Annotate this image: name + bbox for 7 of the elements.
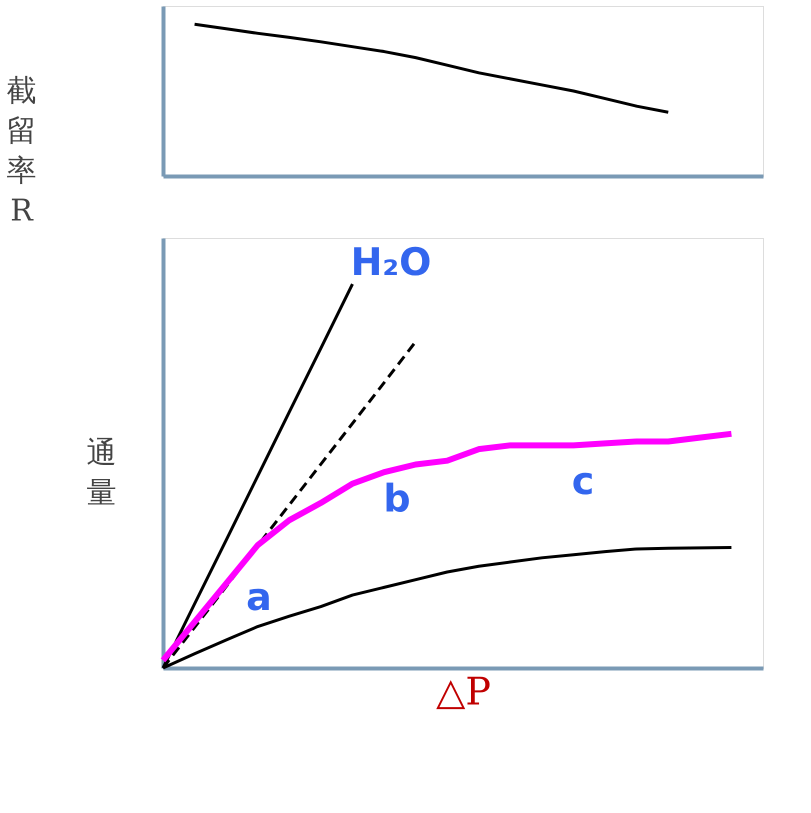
text: H₂O xyxy=(350,240,432,284)
y-axis-title: 截留率R xyxy=(6,74,36,228)
annotation: b xyxy=(383,476,411,520)
x-axis-title: △P xyxy=(436,670,491,714)
annotation: c xyxy=(572,459,594,504)
y-axis-title: 通量 xyxy=(86,436,116,510)
annotation: a xyxy=(246,575,272,620)
